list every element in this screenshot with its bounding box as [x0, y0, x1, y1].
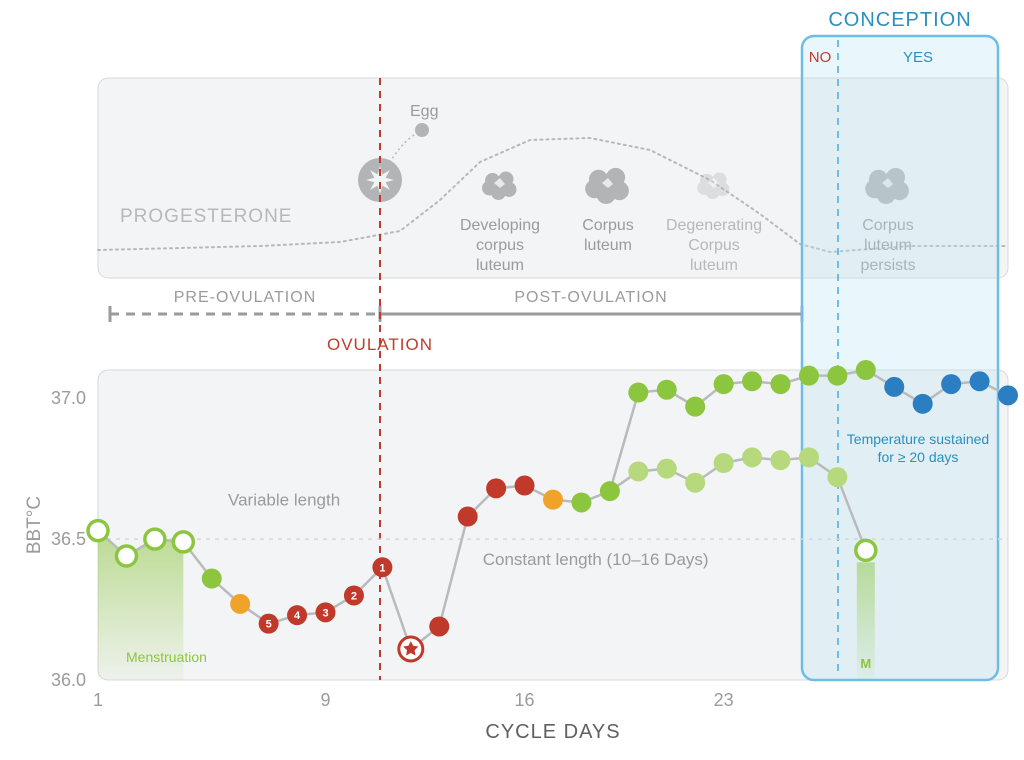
y-tick-label: 36.5	[51, 529, 86, 549]
data-point	[998, 385, 1018, 405]
post-ovulation-label: POST-OVULATION	[514, 289, 667, 306]
conception-no-label: NO	[809, 49, 832, 66]
progesterone-label: PROGESTERONE	[120, 206, 292, 227]
svg-text:2: 2	[351, 590, 357, 602]
data-point	[429, 616, 449, 636]
y-tick-label: 37.0	[51, 388, 86, 408]
data-point	[799, 366, 819, 386]
data-point: 3	[316, 602, 336, 622]
data-point	[571, 492, 591, 512]
data-point: 5	[259, 614, 279, 634]
constant-length-label: Constant length (10–16 Days)	[483, 550, 709, 569]
data-point	[88, 521, 108, 541]
data-point	[515, 476, 535, 496]
data-point	[230, 594, 250, 614]
svg-text:3: 3	[322, 607, 328, 619]
pre-ovulation-label: PRE-OVULATION	[174, 289, 317, 306]
sustained-temp-label: for ≥ 20 days	[878, 449, 959, 465]
data-point	[799, 447, 819, 467]
data-point	[742, 371, 762, 391]
corpus-stage-label: Degenerating	[666, 217, 762, 234]
sustained-temp-label: Temperature sustained	[847, 431, 989, 447]
corpus-stage-label: Developing	[460, 217, 540, 234]
y-tick-label: 36.0	[51, 670, 86, 690]
corpus-stage-label: luteum	[690, 257, 738, 274]
data-point: 1	[372, 557, 392, 577]
data-point	[685, 397, 705, 417]
data-point	[970, 371, 990, 391]
data-point	[145, 529, 165, 549]
variable-length-label: Variable length	[228, 490, 340, 509]
data-point	[856, 360, 876, 380]
data-point	[543, 490, 563, 510]
data-point	[827, 366, 847, 386]
data-point	[884, 377, 904, 397]
data-point	[714, 374, 734, 394]
data-point	[600, 481, 620, 501]
data-point	[458, 507, 478, 527]
menstruation-label: Menstruation	[126, 649, 207, 665]
data-point	[685, 473, 705, 493]
data-point	[714, 453, 734, 473]
data-point	[913, 394, 933, 414]
svg-text:4: 4	[294, 610, 301, 622]
conception-yes-label: YES	[903, 49, 933, 66]
y-axis-label: BBT°C	[24, 496, 45, 554]
data-point	[771, 374, 791, 394]
data-point: 4	[287, 605, 307, 625]
data-point	[628, 461, 648, 481]
x-tick-label: 16	[515, 690, 535, 710]
data-point	[628, 383, 648, 403]
svg-text:5: 5	[266, 619, 272, 631]
corpus-stage-label: luteum	[584, 237, 632, 254]
data-point	[771, 450, 791, 470]
bbt-cycle-infographic: { "canvas": { "width": 1024, "height": 7…	[0, 0, 1024, 760]
corpus-stage-label: corpus	[476, 237, 524, 254]
m-label: M	[860, 656, 871, 671]
egg-icon	[415, 123, 429, 137]
x-axis-label: CYCLE DAYS	[485, 721, 620, 743]
data-point	[202, 569, 222, 589]
egg-label: Egg	[410, 103, 438, 120]
corpus-stage-label: luteum	[476, 257, 524, 274]
conception-title: CONCEPTION	[828, 9, 971, 31]
data-point	[856, 540, 876, 560]
data-point	[827, 467, 847, 487]
data-point	[742, 447, 762, 467]
data-point	[116, 546, 136, 566]
data-point	[486, 478, 506, 498]
data-point	[657, 459, 677, 479]
x-tick-label: 23	[714, 690, 734, 710]
data-point	[941, 374, 961, 394]
x-tick-label: 1	[93, 690, 103, 710]
svg-text:1: 1	[379, 562, 385, 574]
conception-box	[802, 36, 998, 680]
chart-svg: PROGESTERONE Egg Developing corpus luteum Cor…	[0, 0, 1024, 760]
data-point	[399, 637, 423, 661]
corpus-stage-label: Corpus	[582, 217, 634, 234]
data-point	[173, 532, 193, 552]
data-point	[657, 380, 677, 400]
corpus-stage-label: Corpus	[688, 237, 740, 254]
x-tick-label: 9	[320, 690, 330, 710]
data-point: 2	[344, 585, 364, 605]
